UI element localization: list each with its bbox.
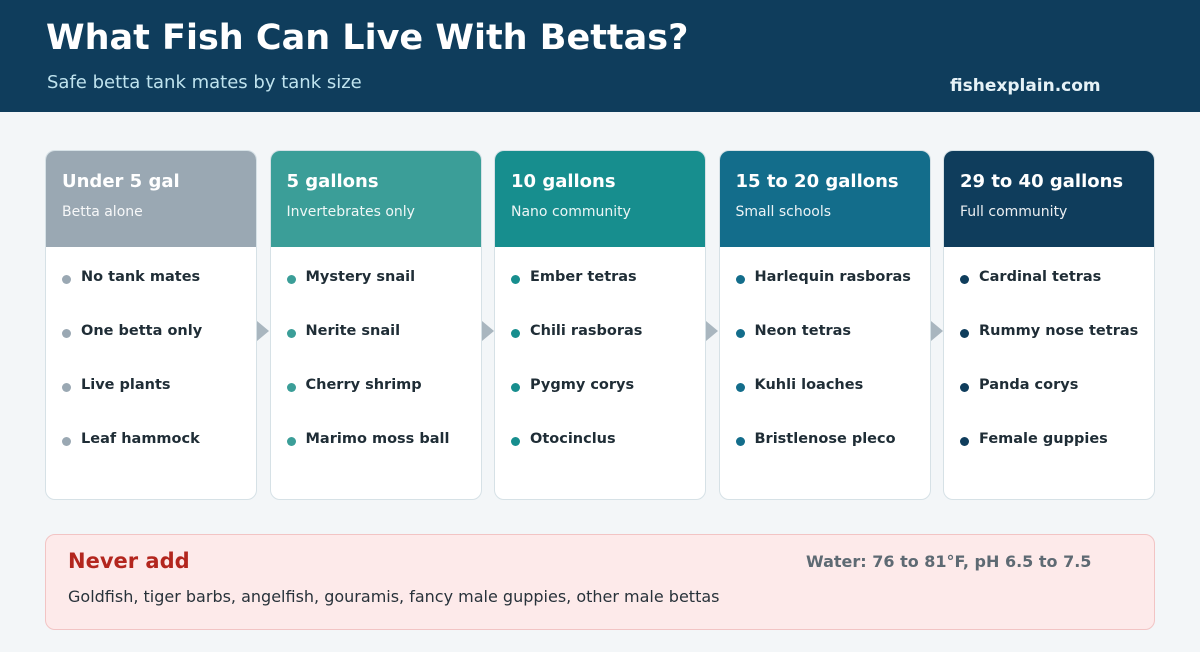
card-header: Under 5 gal Betta alone bbox=[46, 151, 256, 247]
card: 29 to 40 gallons Full community Cardinal t… bbox=[943, 150, 1155, 500]
arrow bbox=[257, 321, 269, 341]
item-text: Kuhli loaches bbox=[754, 377, 864, 393]
card-subtitle: Betta alone bbox=[62, 204, 143, 220]
card-title: 10 gallons bbox=[511, 171, 616, 192]
bullet bbox=[286, 383, 296, 392]
card-title: 15 to 20 gallons bbox=[735, 171, 899, 192]
arrow bbox=[706, 321, 718, 341]
warning-box: Never add Water: 76 to 81°F, pH 6.5 to 7… bbox=[45, 534, 1155, 630]
item-list: No tank mates One betta only Live plants Le… bbox=[46, 247, 256, 485]
bullet bbox=[735, 275, 745, 284]
list-item: Live plants bbox=[62, 377, 256, 431]
list-item: Female guppies bbox=[960, 431, 1154, 485]
item-list: Mystery snail Nerite snail Cherry shrimp Ma… bbox=[271, 247, 481, 485]
item-text: One betta only bbox=[81, 323, 203, 339]
card-subtitle: Small schools bbox=[735, 204, 832, 220]
bullet bbox=[511, 383, 520, 392]
bullet bbox=[62, 383, 71, 392]
bullet bbox=[735, 329, 745, 338]
list-item: One betta only bbox=[62, 323, 256, 377]
item-text: Marimo moss ball bbox=[305, 431, 450, 447]
list-item: Bristlenose pleco bbox=[735, 431, 930, 485]
bullet bbox=[960, 275, 969, 284]
item-text: Mystery snail bbox=[305, 269, 416, 285]
list-item: Chili rasboras bbox=[511, 323, 705, 377]
header: What Fish Can Live With Bettas? Safe bet… bbox=[0, 0, 1200, 112]
list-item: Pygmy corys bbox=[511, 377, 705, 431]
warning-text: Goldfish, tiger barbs, angelfish, gouram… bbox=[68, 587, 720, 606]
item-text: Chili rasboras bbox=[530, 323, 643, 339]
item-text: Otocinclus bbox=[530, 431, 616, 447]
list-item: Ember tetras bbox=[511, 269, 705, 323]
card-subtitle: Invertebrates only bbox=[286, 204, 415, 220]
water-params: Water: 76 to 81°F, pH 6.5 to 7.5 bbox=[806, 552, 1092, 571]
item-text: Bristlenose pleco bbox=[754, 431, 896, 447]
list-item: Nerite snail bbox=[286, 323, 481, 377]
item-text: Leaf hammock bbox=[81, 431, 200, 447]
item-text: No tank mates bbox=[81, 269, 201, 285]
list-item: Harlequin rasboras bbox=[735, 269, 930, 323]
list-item: Otocinclus bbox=[511, 431, 705, 485]
card-header: 5 gallons Invertebrates only bbox=[270, 151, 481, 247]
item-text: Ember tetras bbox=[530, 269, 637, 285]
bullet bbox=[960, 383, 969, 392]
item-text: Live plants bbox=[81, 377, 171, 393]
bullet bbox=[286, 275, 296, 284]
bullet bbox=[735, 437, 745, 446]
item-text: Female guppies bbox=[979, 431, 1108, 447]
item-text: Rummy nose tetras bbox=[979, 323, 1139, 339]
card-header: 29 to 40 gallons Full community bbox=[944, 151, 1154, 247]
title: What Fish Can Live With Bettas? bbox=[46, 18, 689, 58]
warning-title: Never add bbox=[68, 549, 190, 573]
site-link[interactable]: fishexplain.com bbox=[950, 76, 1101, 96]
item-text: Panda corys bbox=[979, 377, 1079, 393]
item-text: Neon tetras bbox=[754, 323, 852, 339]
item-text: Cardinal tetras bbox=[979, 269, 1102, 285]
bullet bbox=[511, 329, 520, 338]
card-title: 5 gallons bbox=[286, 171, 379, 192]
list-item: Panda corys bbox=[960, 377, 1154, 431]
item-text: Cherry shrimp bbox=[305, 377, 422, 393]
card: 5 gallons Invertebrates only Mystery snail… bbox=[269, 150, 482, 500]
bullet bbox=[960, 329, 969, 338]
card-subtitle: Full community bbox=[960, 204, 1068, 220]
subtitle: Safe betta tank mates by tank size bbox=[47, 72, 362, 93]
arrow bbox=[930, 321, 943, 341]
bullet bbox=[960, 437, 969, 446]
card: Under 5 gal Betta alone No tank mates One b… bbox=[45, 150, 257, 500]
item-list: Harlequin rasboras Neon tetras Kuhli loach… bbox=[720, 247, 930, 485]
bullet bbox=[511, 275, 520, 284]
item-list: Ember tetras Chili rasboras Pygmy corys Oto… bbox=[495, 247, 705, 485]
arrow bbox=[481, 321, 494, 341]
list-item: Cherry shrimp bbox=[286, 377, 481, 431]
list-item: Mystery snail bbox=[286, 269, 481, 323]
list-item: Rummy nose tetras bbox=[960, 323, 1154, 377]
card-title: Under 5 gal bbox=[62, 171, 180, 192]
bullet bbox=[735, 383, 745, 392]
card-header: 15 to 20 gallons Small schools bbox=[719, 151, 930, 247]
bullet bbox=[62, 437, 71, 446]
card-header: 10 gallons Nano community bbox=[495, 151, 705, 247]
item-list: Cardinal tetras Rummy nose tetras Panda co… bbox=[944, 247, 1154, 485]
bullet bbox=[62, 275, 71, 284]
bullet bbox=[286, 437, 296, 446]
list-item: Kuhli loaches bbox=[735, 377, 930, 431]
item-text: Nerite snail bbox=[305, 323, 401, 339]
bullet bbox=[286, 329, 296, 338]
item-text: Harlequin rasboras bbox=[754, 269, 911, 285]
card: 10 gallons Nano community Ember tetras Chil… bbox=[494, 150, 706, 500]
card: 15 to 20 gallons Small schools Harlequin r… bbox=[718, 150, 931, 500]
list-item: Marimo moss ball bbox=[286, 431, 481, 485]
list-item: No tank mates bbox=[62, 269, 256, 323]
bullet bbox=[511, 437, 520, 446]
list-item: Cardinal tetras bbox=[960, 269, 1154, 323]
item-text: Pygmy corys bbox=[530, 377, 635, 393]
card-title: 29 to 40 gallons bbox=[960, 171, 1124, 192]
card-subtitle: Nano community bbox=[511, 204, 631, 220]
bullet bbox=[62, 329, 71, 338]
list-item: Neon tetras bbox=[735, 323, 930, 377]
list-item: Leaf hammock bbox=[62, 431, 256, 485]
